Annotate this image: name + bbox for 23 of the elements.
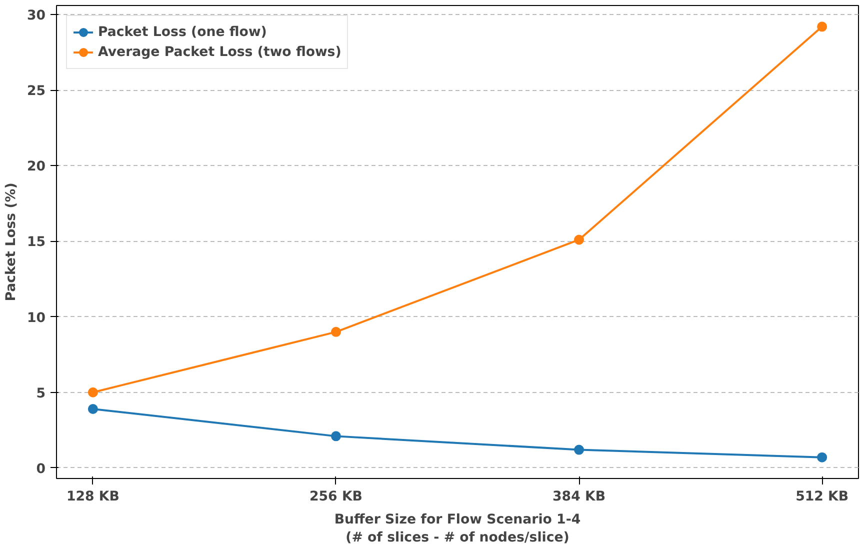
point — [88, 387, 98, 398]
point — [88, 404, 98, 414]
x-tick-label: 384 KB — [552, 490, 606, 504]
y-tick-label: 20 — [26, 160, 46, 175]
point — [817, 22, 828, 32]
x-tick-label: 256 KB — [310, 490, 362, 504]
legend-label: Packet Loss (one flow) — [98, 24, 267, 40]
point — [330, 326, 341, 337]
y-tick-label: 0 — [36, 462, 46, 477]
point — [574, 444, 584, 455]
x-tick-label: 128 KB — [66, 490, 120, 504]
legend-label: Average Packet Loss (two flows) — [98, 44, 342, 60]
point — [574, 234, 584, 245]
y-tick-label: 15 — [26, 235, 46, 250]
x-axis-title: Buffer Size for Flow Scenario 1-4 (# of slices - # of nodes/slice) — [334, 512, 581, 546]
y-tick-label: 10 — [26, 310, 46, 326]
y-tick-label: 5 — [36, 386, 46, 402]
y-axis-title: Packet Loss (%) — [4, 182, 19, 302]
point — [817, 452, 828, 462]
x-tick-label: 512 KB — [796, 490, 849, 504]
y-tick-label: 30 — [26, 8, 46, 24]
point — [330, 431, 341, 442]
y-tick-label: 25 — [26, 84, 46, 100]
